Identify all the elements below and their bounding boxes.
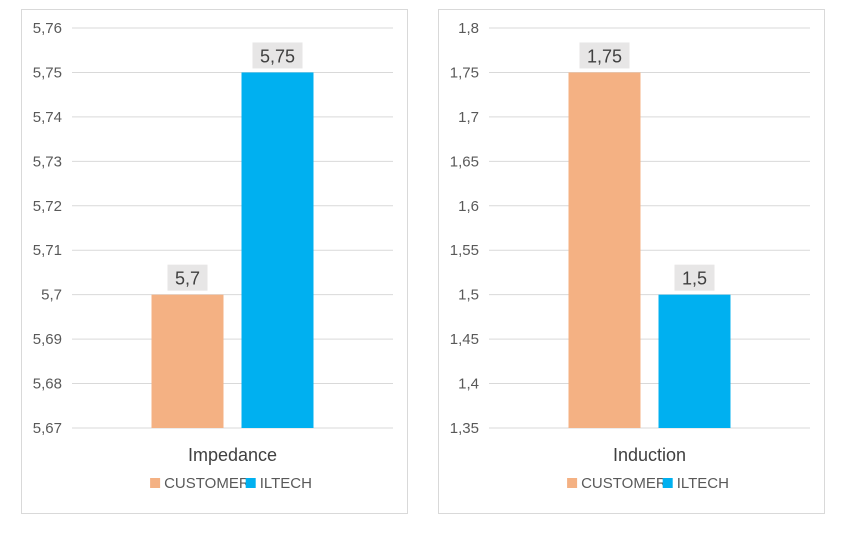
data-label-background (579, 42, 630, 69)
legend-swatch-iltech (245, 478, 256, 488)
y-tick-label: 5,7 (41, 287, 62, 304)
y-tick-label: 1,8 (458, 20, 479, 37)
legend-label-iltech: ILTECH (677, 475, 729, 492)
impedance-chart: 5,67 5,68 5,69 5,7 5,71 5,72 5,73 5,74 5,75 5,76 5… (21, 9, 408, 514)
y-tick-label: 5,69 (33, 331, 62, 348)
y-tick-label: 5,75 (33, 64, 62, 81)
y-tick-label: 1,5 (458, 287, 479, 304)
data-label-background (167, 264, 208, 291)
induction-chart-svg: 1,35 1,4 1,45 1,5 1,55 1,6 1,65 1,7 1,75 1,8 1,75 1… (450, 20, 810, 492)
y-tick-label: 1,45 (450, 331, 479, 348)
data-label: 1,75 (587, 46, 622, 66)
bar-iltech (241, 72, 314, 428)
category-label: Induction (613, 445, 686, 465)
y-tick-label: 5,74 (33, 109, 62, 126)
y-tick-label: 1,35 (450, 420, 479, 437)
data-label: 5,7 (175, 269, 200, 289)
y-tick-label: 1,4 (458, 376, 479, 393)
y-tick-label: 1,65 (450, 153, 479, 170)
legend-label-customer: CUSTOMER (164, 475, 250, 492)
legend-label-iltech: ILTECH (260, 475, 312, 492)
legend-swatch-customer (150, 478, 161, 488)
bar-iltech (658, 294, 731, 428)
y-tick-label: 5,72 (33, 198, 62, 215)
legend-swatch-iltech (662, 478, 673, 488)
y-tick-label: 1,7 (458, 109, 479, 126)
y-tick-label: 5,76 (33, 20, 62, 37)
data-label: 1,5 (682, 269, 707, 289)
data-label-background (674, 264, 715, 291)
y-tick-label: 5,71 (33, 242, 62, 259)
y-tick-label: 1,55 (450, 242, 479, 259)
legend-swatch-customer (567, 478, 578, 488)
y-tick-label: 5,68 (33, 376, 62, 393)
y-tick-label: 5,73 (33, 153, 62, 170)
bar-customer (151, 294, 224, 428)
y-tick-label: 5,67 (33, 420, 62, 437)
y-tick-label: 1,75 (450, 64, 479, 81)
induction-chart: 1,35 1,4 1,45 1,5 1,55 1,6 1,65 1,7 1,75 1,8 1,75 1… (438, 9, 825, 514)
data-label: 5,75 (260, 46, 295, 66)
impedance-chart-svg: 5,67 5,68 5,69 5,7 5,71 5,72 5,73 5,74 5,75 5,76 5… (33, 20, 393, 492)
data-label-background (252, 42, 303, 69)
y-tick-label: 1,6 (458, 198, 479, 215)
legend-label-customer: CUSTOMER (581, 475, 667, 492)
category-label: Impedance (188, 445, 277, 465)
bar-customer (568, 72, 641, 428)
